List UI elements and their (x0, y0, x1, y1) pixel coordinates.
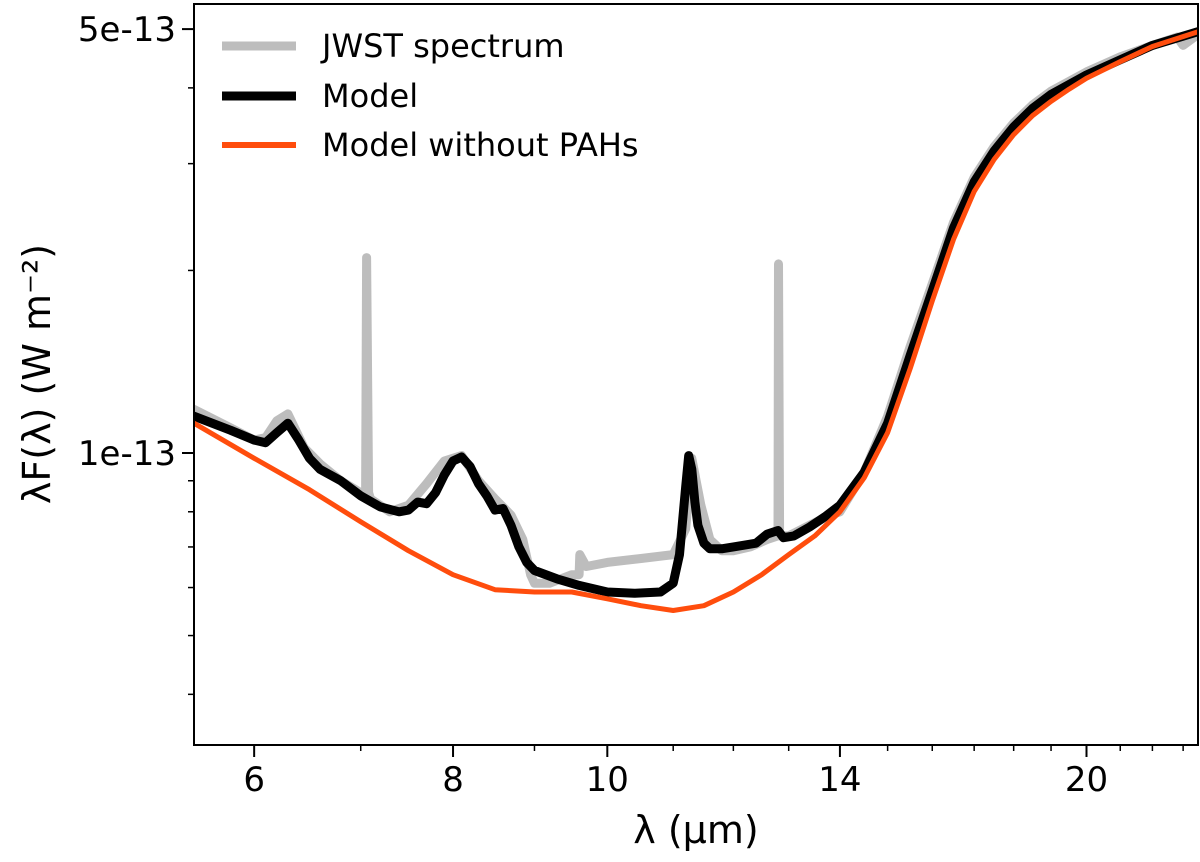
x-tick-label-3: 14 (818, 760, 861, 800)
y-tick-label-0: 1e-13 (78, 434, 176, 474)
x-tick-label-1: 8 (442, 760, 464, 800)
legend-label-model: Model (322, 77, 418, 115)
legend-label-model-without-pahs: Model without PAHs (322, 126, 639, 164)
x-axis-label: λ (μm) (633, 808, 758, 852)
legend: JWST spectrum Model Model without PAHs (222, 27, 639, 164)
series-line-2 (194, 29, 1198, 613)
x-tick-label-4: 20 (1065, 760, 1108, 800)
legend-label-jwst: JWST spectrum (320, 27, 565, 65)
plot-frame (193, 3, 1199, 746)
tick-layer: 6 8 10 14 20 1e-13 5e-13 (78, 10, 1184, 800)
series-layer (194, 27, 1198, 613)
y-axis-label: λF(λ) (W m⁻²) (15, 244, 59, 504)
series-line-1 (194, 27, 1198, 598)
y-tick-label-1: 5e-13 (78, 10, 176, 50)
x-tick-label-0: 6 (243, 760, 265, 800)
x-tick-label-2: 10 (586, 760, 629, 800)
